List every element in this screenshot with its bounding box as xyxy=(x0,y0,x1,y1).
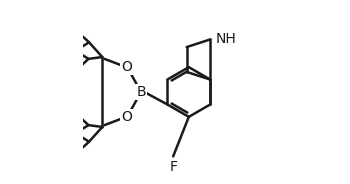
Text: O: O xyxy=(121,110,132,124)
Text: NH: NH xyxy=(216,32,237,46)
Text: O: O xyxy=(121,60,132,74)
Text: F: F xyxy=(169,160,177,174)
Text: B: B xyxy=(136,85,146,99)
